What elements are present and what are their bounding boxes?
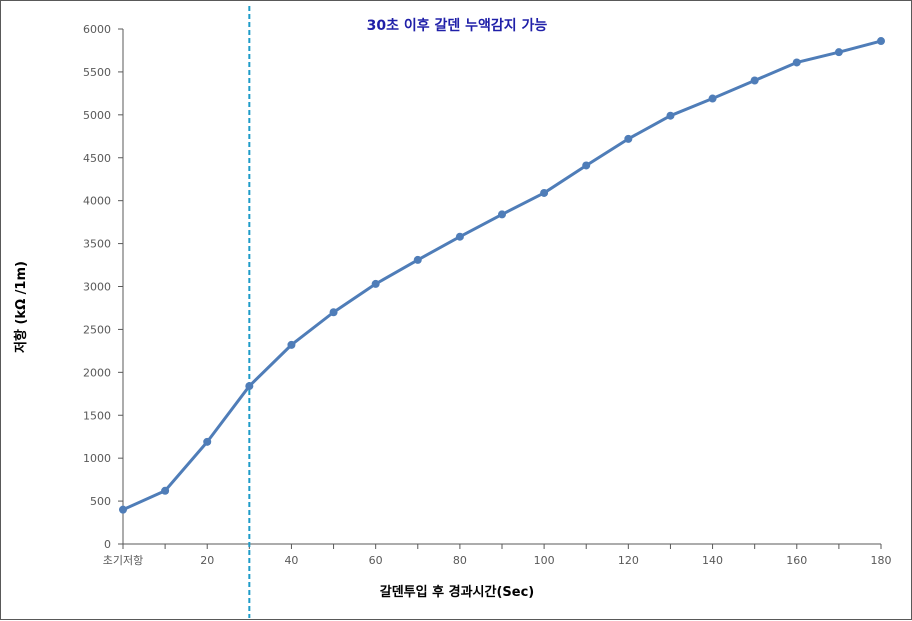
data-point (624, 134, 633, 143)
y-tick-label: 5000 (83, 109, 111, 122)
x-tick-label: 120 (618, 554, 639, 567)
y-tick-label: 4500 (83, 152, 111, 165)
y-tick-label: 6000 (83, 23, 111, 36)
x-tick-label: 100 (534, 554, 555, 567)
data-point (329, 308, 338, 317)
y-tick-label: 0 (104, 538, 111, 551)
x-tick-label: 180 (871, 554, 892, 567)
data-point (203, 437, 212, 446)
data-point (498, 210, 506, 219)
y-tick-label: 2000 (83, 366, 111, 379)
y-tick-label: 3500 (83, 238, 111, 251)
data-point (540, 188, 549, 197)
x-tick-label: 160 (786, 554, 807, 567)
y-ticks: 0 500 1000 1500 2000 2500 3000 3500 4000 4500 5000… (83, 23, 123, 551)
x-tick-label: 60 (369, 554, 383, 567)
data-point (287, 340, 296, 349)
data-point (834, 48, 843, 57)
data-point (161, 486, 170, 495)
x-tick-label: 20 (200, 554, 214, 567)
series-line (122, 39, 882, 512)
x-tick-label: 40 (284, 554, 298, 567)
data-point (877, 37, 885, 46)
y-tick-label: 1500 (83, 409, 111, 422)
data-point (750, 76, 759, 85)
y-tick-label: 3000 (83, 281, 111, 294)
data-point (666, 111, 675, 120)
data-point (119, 505, 127, 514)
data-point (708, 94, 717, 103)
y-tick-label: 500 (90, 495, 111, 508)
data-point (792, 58, 801, 67)
series-layer (119, 37, 885, 514)
data-point (371, 279, 380, 288)
data-point (413, 255, 422, 264)
y-tick-label: 5500 (83, 66, 111, 79)
data-point (455, 232, 464, 241)
x-axis-title: 갈덴투입 후 경과시간(Sec) (380, 584, 534, 600)
y-tick-label: 4000 (83, 195, 111, 208)
data-point (245, 382, 254, 391)
x-tick-label: 초기저항 (103, 554, 143, 567)
x-tick-label: 80 (453, 554, 467, 567)
y-tick-label: 1000 (83, 452, 111, 465)
x-tick-label: 140 (702, 554, 723, 567)
y-tick-label: 2500 (83, 323, 111, 336)
x-ticks: 초기저항 20 40 60 80 100 120 140 160 180 (103, 544, 892, 567)
y-axis-title: 저항 (kΩ /1m) (13, 261, 29, 353)
chart-annotation: 30초 이후 갈덴 누액감지 가능 (367, 17, 548, 34)
axes (122, 29, 881, 545)
data-point (582, 161, 591, 170)
